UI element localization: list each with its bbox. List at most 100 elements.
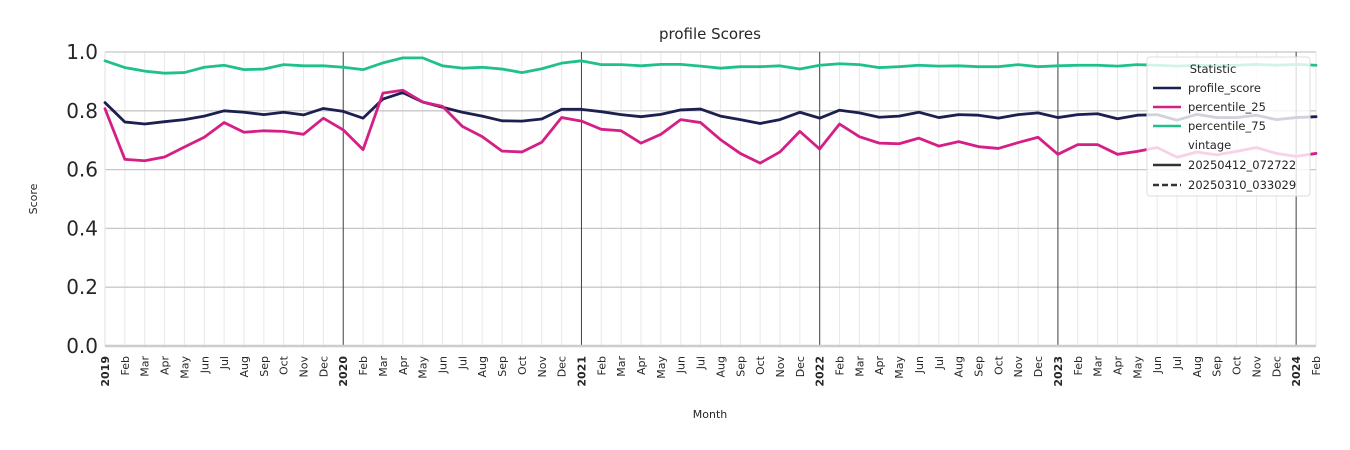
data-point-percentile-75 xyxy=(362,68,364,71)
data-point-percentile-25 xyxy=(660,133,662,136)
y-tick-label: 0.6 xyxy=(66,158,98,182)
x-tick-year-label: 2024 xyxy=(1290,356,1303,387)
data-point-percentile-75 xyxy=(540,67,543,70)
data-point-percentile-75 xyxy=(600,63,603,66)
data-point-percentile-25 xyxy=(461,125,464,128)
data-point-percentile-75 xyxy=(858,63,861,66)
data-point-profile-score xyxy=(779,118,781,121)
data-point-profile-score xyxy=(540,118,543,120)
x-tick-month-label: Sep xyxy=(734,356,747,377)
y-tick-label: 1.0 xyxy=(66,40,98,64)
data-point-percentile-75 xyxy=(719,67,722,69)
y-tick-label: 0.8 xyxy=(66,99,98,123)
data-point-percentile-25 xyxy=(1116,153,1119,156)
data-point-percentile-25 xyxy=(858,135,861,138)
x-tick-year-label: 2022 xyxy=(814,356,827,387)
x-tick-month-label: Aug xyxy=(238,356,251,377)
data-point-percentile-75 xyxy=(679,63,682,66)
y-axis-ticks: 0.0 0.2 0.4 0.6 0.8 1.0 xyxy=(66,40,98,358)
data-point-percentile-25 xyxy=(759,162,761,164)
data-point-percentile-25 xyxy=(699,121,702,124)
data-point-percentile-25 xyxy=(1076,143,1079,146)
data-point-percentile-25 xyxy=(779,151,781,153)
x-tick-month-label: Sep xyxy=(1211,356,1224,377)
data-point-percentile-25 xyxy=(679,118,682,121)
data-point-percentile-75 xyxy=(1017,63,1020,66)
x-tick-month-label: Mar xyxy=(139,356,152,377)
data-point-profile-score xyxy=(401,91,404,94)
data-point-profile-score xyxy=(461,111,464,114)
data-point-percentile-75 xyxy=(342,66,345,69)
data-point-profile-score xyxy=(620,113,622,116)
data-point-percentile-75 xyxy=(759,65,761,68)
legend-title: Statistic xyxy=(1190,62,1237,76)
data-point-percentile-75 xyxy=(1096,64,1099,67)
x-tick-month-label: Aug xyxy=(953,356,966,377)
data-point-percentile-25 xyxy=(918,137,920,139)
data-point-percentile-25 xyxy=(382,92,384,94)
data-point-percentile-75 xyxy=(977,65,980,68)
data-point-percentile-75 xyxy=(521,71,523,74)
x-tick-month-label: Dec xyxy=(1270,356,1283,377)
data-point-percentile-75 xyxy=(163,72,166,74)
x-axis-label: Month xyxy=(693,408,728,421)
x-tick-month-label: Dec xyxy=(556,356,569,377)
x-tick-month-label: Feb xyxy=(1310,356,1323,375)
data-point-profile-score xyxy=(362,117,364,119)
data-point-percentile-75 xyxy=(660,63,662,66)
legend-label-vintage-2: 20250310_033029 xyxy=(1188,178,1296,192)
data-point-percentile-75 xyxy=(938,65,940,67)
x-tick-month-label: Jul xyxy=(695,356,708,370)
data-point-profile-score xyxy=(282,111,285,114)
x-tick-month-label: Mar xyxy=(377,356,390,377)
data-point-profile-score xyxy=(878,116,881,119)
data-point-profile-score xyxy=(660,113,662,116)
x-tick-month-label: Apr xyxy=(1111,356,1124,376)
data-point-profile-score xyxy=(818,117,821,119)
data-point-percentile-25 xyxy=(362,148,364,151)
data-point-percentile-75 xyxy=(838,62,841,65)
data-point-profile-score xyxy=(1136,114,1139,117)
data-point-percentile-25 xyxy=(1037,136,1039,139)
x-tick-year-label: 2019 xyxy=(99,356,112,387)
x-tick-month-label: Oct xyxy=(1231,355,1244,375)
data-point-profile-score xyxy=(938,116,940,119)
legend-subtitle-vintage: vintage xyxy=(1188,138,1231,152)
data-point-profile-score xyxy=(302,114,305,116)
data-point-percentile-75 xyxy=(1037,65,1039,68)
data-point-percentile-75 xyxy=(957,65,960,67)
data-point-percentile-25 xyxy=(739,152,742,155)
x-tick-month-label: Feb xyxy=(119,356,132,375)
data-point-profile-score xyxy=(1037,112,1039,114)
x-tick-month-label: Sep xyxy=(973,356,986,377)
data-point-percentile-75 xyxy=(1315,64,1317,67)
data-point-percentile-75 xyxy=(143,70,146,72)
x-tick-month-label: May xyxy=(1131,356,1144,379)
data-point-percentile-25 xyxy=(1017,141,1020,144)
data-point-profile-score xyxy=(183,118,186,121)
x-tick-month-label: Jun xyxy=(198,356,211,374)
series-line-profile-score xyxy=(103,91,1318,126)
data-point-percentile-25 xyxy=(183,146,186,148)
x-tick-month-label: Sep xyxy=(496,356,509,377)
data-point-profile-score xyxy=(143,123,146,125)
data-point-percentile-75 xyxy=(997,65,1000,68)
data-point-percentile-25 xyxy=(640,142,642,144)
data-point-percentile-75 xyxy=(1076,64,1079,67)
data-point-profile-score xyxy=(163,120,166,123)
data-point-percentile-75 xyxy=(640,65,642,67)
x-tick-month-label: May xyxy=(178,356,191,379)
x-tick-month-label: Apr xyxy=(397,356,410,376)
x-tick-month-label: May xyxy=(417,356,430,379)
data-point-percentile-75 xyxy=(1057,65,1059,67)
data-point-percentile-25 xyxy=(838,123,841,125)
data-point-profile-score xyxy=(243,111,245,114)
data-point-profile-score xyxy=(719,115,722,117)
x-tick-month-label: Dec xyxy=(1032,356,1045,377)
data-point-profile-score xyxy=(699,108,702,110)
data-point-profile-score xyxy=(679,109,682,111)
x-tick-year-label: 2020 xyxy=(337,356,350,387)
x-tick-month-label: Nov xyxy=(298,356,311,378)
data-point-profile-score xyxy=(124,121,126,123)
data-point-profile-score xyxy=(382,98,384,100)
